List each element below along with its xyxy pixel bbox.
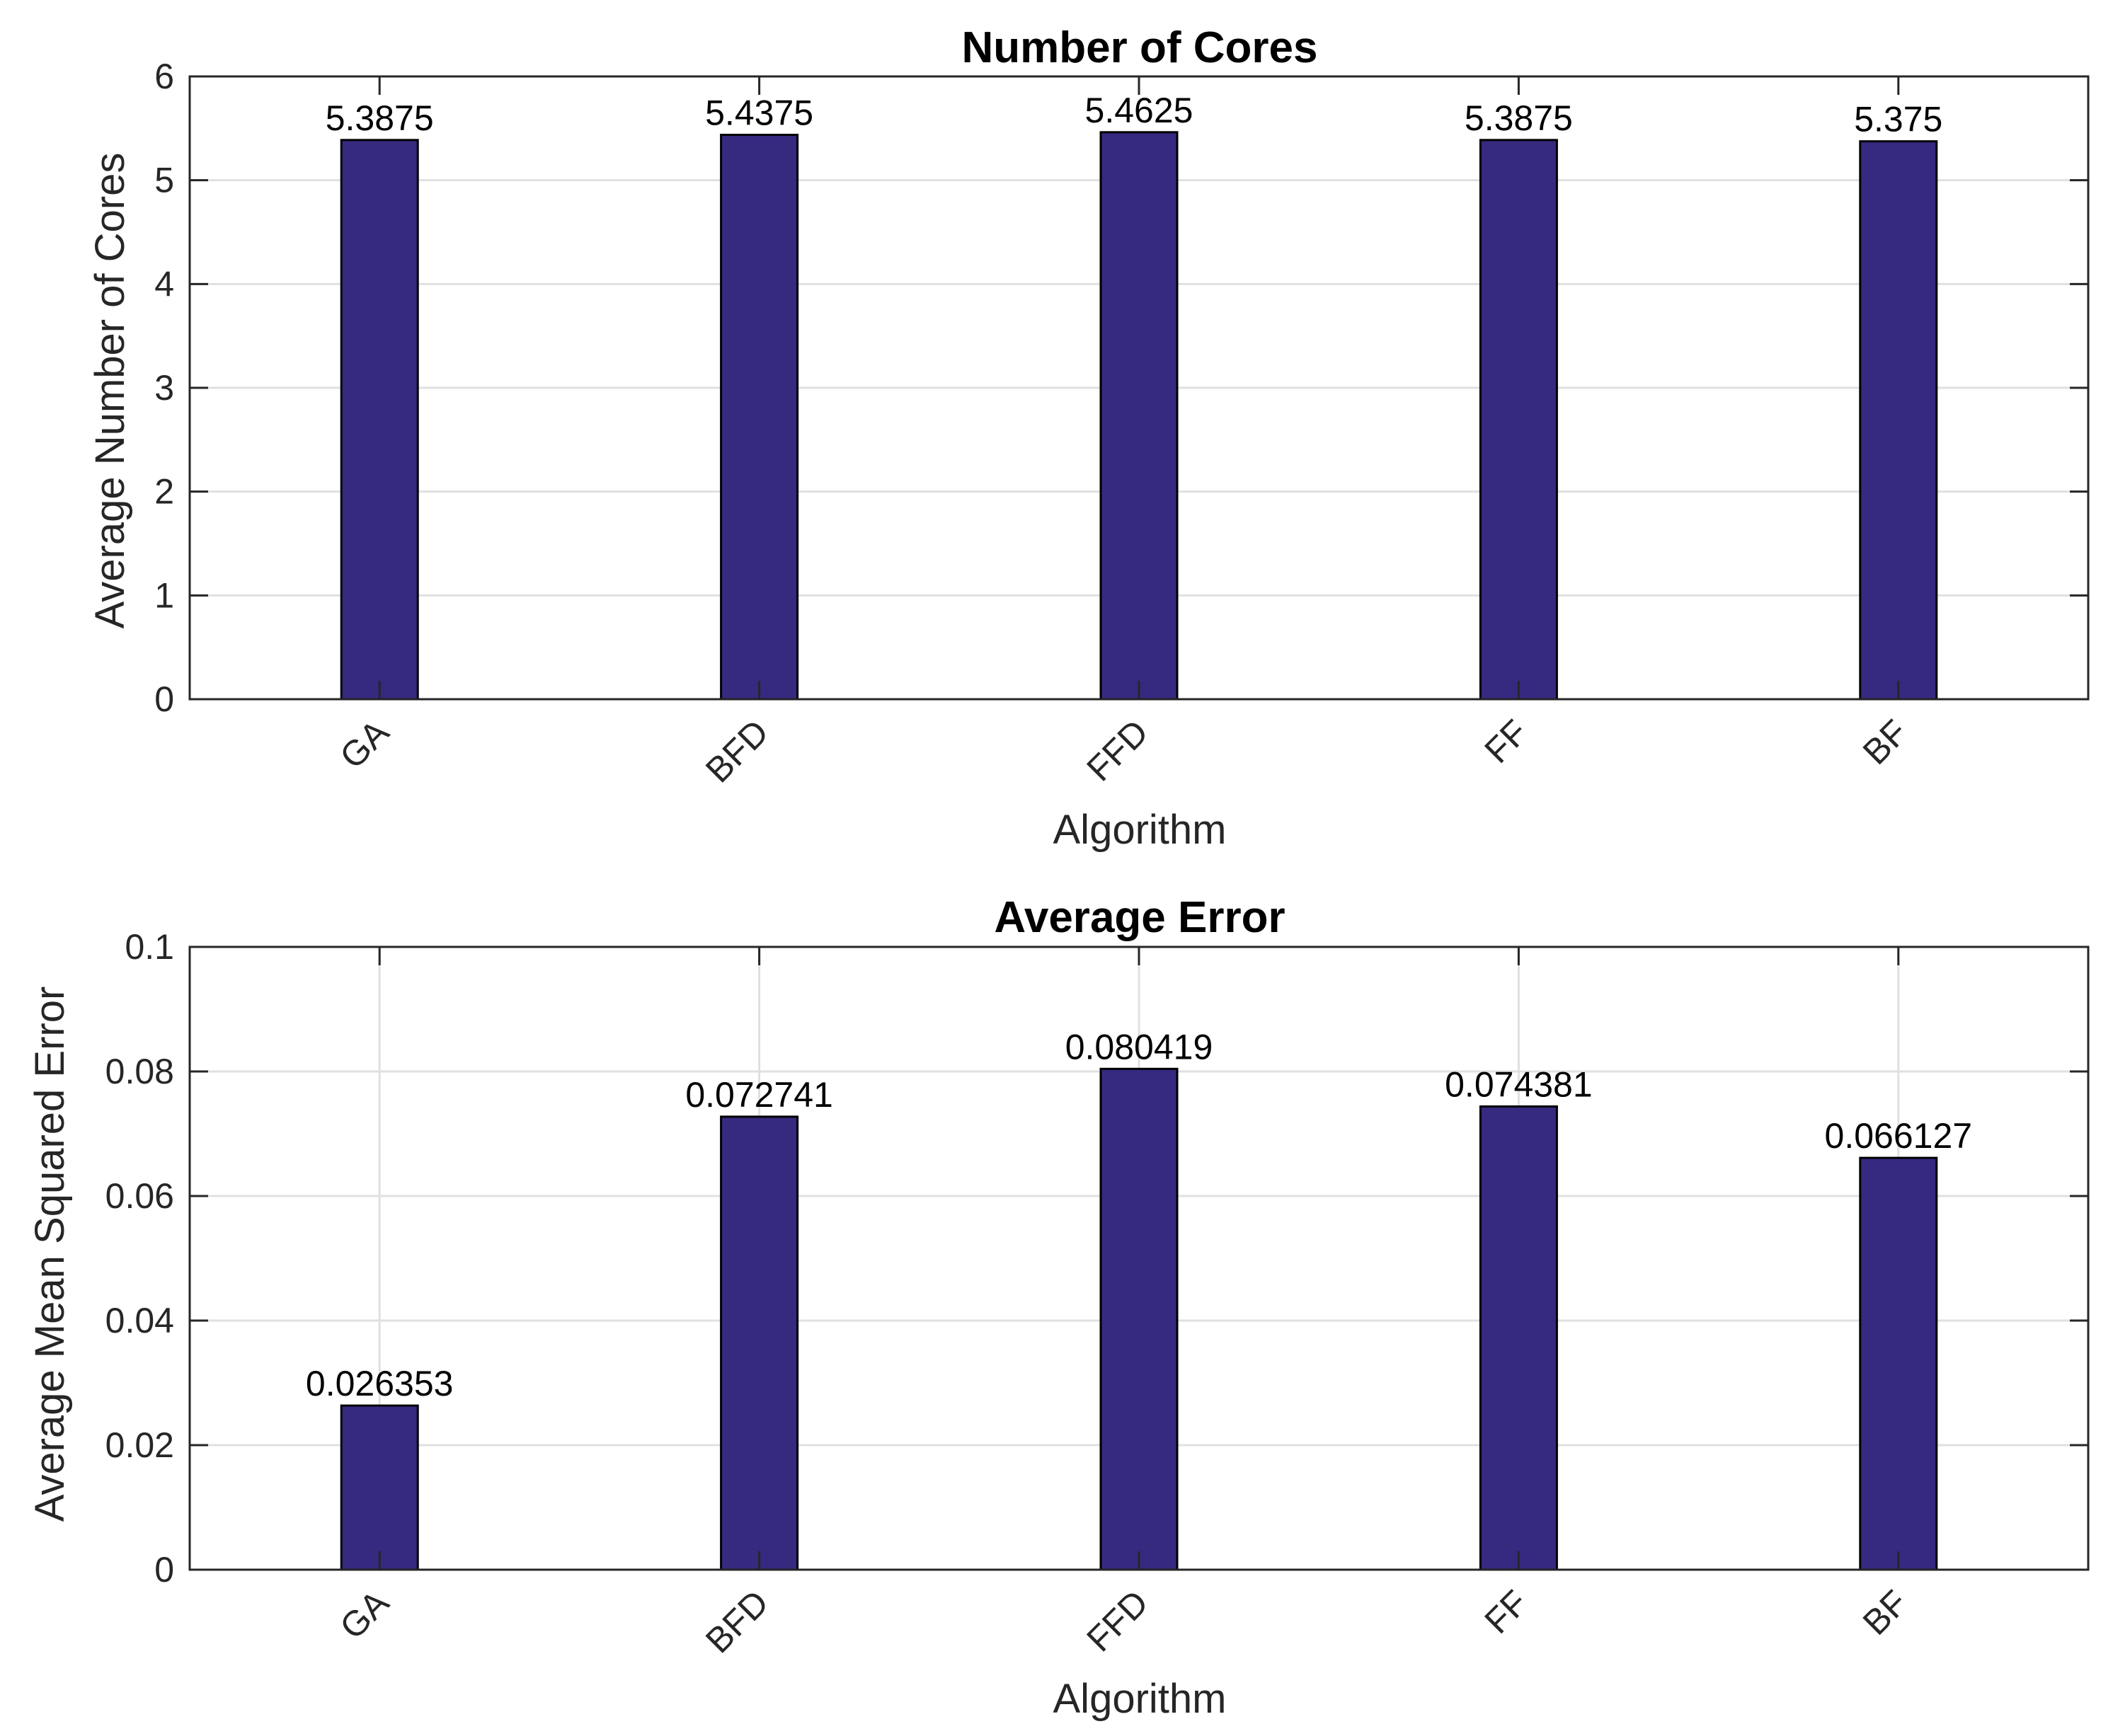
y-tick-label: 0 (154, 1550, 174, 1590)
bar-ffd (1099, 131, 1179, 701)
y-tick-label: 0.08 (105, 1052, 174, 1091)
y-tick-label: 0 (154, 679, 174, 719)
data-label: 0.074381 (1445, 1064, 1593, 1104)
x-tick-label: FFD (1079, 1582, 1155, 1659)
bar-ffd (1099, 1067, 1179, 1571)
y-tick-label: 1 (154, 575, 174, 615)
bar-ga (340, 139, 419, 701)
data-label: 5.4375 (705, 93, 813, 133)
bar-bf (1859, 140, 1938, 701)
y-tick-label: 5 (154, 161, 174, 200)
cores-chart: Number of Cores Algorithm Average Number… (87, 23, 2090, 853)
chart-title: Number of Cores (962, 23, 1318, 72)
y-tick-label: 0.02 (105, 1425, 174, 1465)
bar-bf (1859, 1156, 1938, 1571)
y-tick-label: 2 (154, 472, 174, 512)
data-label: 5.375 (1854, 100, 1942, 139)
data-label: 0.066127 (1825, 1116, 1973, 1156)
x-tick-label: FFD (1079, 712, 1155, 788)
x-tick-label: GA (332, 1582, 396, 1647)
y-tick-label: 0.06 (105, 1176, 174, 1216)
y-tick-label: 3 (154, 368, 174, 408)
bar-bfd (720, 134, 799, 701)
y-tick-label: 0.04 (105, 1301, 174, 1340)
chart-title: Average Error (994, 893, 1285, 942)
data-label: 5.3875 (1465, 98, 1573, 138)
x-tick-label: BF (1855, 1582, 1916, 1643)
y-axis-label: Average Number of Cores (87, 153, 133, 629)
bar-bfd (720, 1115, 799, 1571)
data-label: 0.072741 (685, 1075, 833, 1115)
data-label: 0.026353 (306, 1364, 454, 1403)
y-tick-label: 0.1 (125, 927, 174, 967)
data-label: 5.3875 (326, 98, 434, 138)
data-label: 5.4625 (1085, 91, 1193, 130)
x-tick-label: FF (1477, 1582, 1535, 1641)
data-label: 0.080419 (1065, 1027, 1213, 1067)
x-tick-label: GA (332, 712, 396, 776)
y-tick-label: 4 (154, 264, 174, 304)
x-axis-label: Algorithm (1053, 807, 1227, 853)
x-tick-label: FF (1477, 712, 1535, 771)
error-chart: Average Error Algorithm Average Mean Squ… (27, 893, 2090, 1722)
x-tick-label: BF (1855, 712, 1916, 772)
x-tick-label: BFD (698, 1582, 776, 1660)
y-axis-label: Average Mean Squared Error (27, 987, 73, 1522)
y-tick-label: 6 (154, 57, 174, 96)
x-axis-label: Algorithm (1053, 1676, 1227, 1722)
x-tick-label: BFD (698, 712, 776, 790)
bar-ff (1479, 139, 1558, 701)
bar-ga (340, 1404, 419, 1571)
bar-ff (1479, 1105, 1558, 1571)
